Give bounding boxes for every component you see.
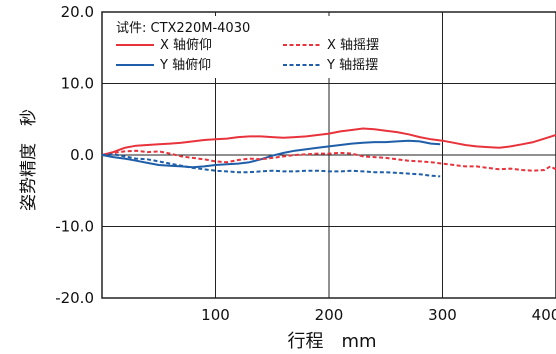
x-tick-label: 400	[532, 306, 556, 324]
y-tick-label: -20.0	[55, 289, 94, 307]
legend-label: X 轴摇摆	[327, 38, 379, 53]
y-tick-label: -10.0	[55, 218, 94, 236]
x-tick-label: 300	[428, 306, 457, 324]
legend-label: Y 轴摇摆	[326, 58, 378, 73]
legend-label: Y 轴俯仰	[159, 57, 211, 73]
series-line-2	[101, 149, 556, 172]
series-line-0	[101, 127, 556, 156]
legend: 试件: CTX220M-4030 X 轴俯仰 Y 轴俯仰 X 轴摇摆 Y 轴摇摆	[105, 16, 417, 78]
y-tick-label: 0.0	[70, 146, 94, 164]
y-axis-ticks: 20.0 10.0 0.0 -10.0 -20.0	[55, 3, 94, 307]
legend-label: X 轴俯仰	[160, 37, 212, 53]
x-axis-ticks: 100 200 300 400	[201, 306, 556, 324]
series-lines	[101, 127, 556, 178]
y-axis-label: 姿势精度 秒	[19, 109, 39, 211]
x-tick-label: 100	[201, 306, 230, 324]
series-line-1	[101, 139, 441, 169]
x-axis-label: 行程 mm	[287, 331, 376, 352]
y-tick-label: 20.0	[61, 3, 94, 21]
x-tick-label: 200	[315, 306, 344, 324]
series-line-3	[101, 153, 441, 178]
legend-title: 试件: CTX220M-4030	[116, 21, 250, 36]
legend-box	[105, 16, 417, 78]
y-tick-label: 10.0	[61, 75, 94, 93]
